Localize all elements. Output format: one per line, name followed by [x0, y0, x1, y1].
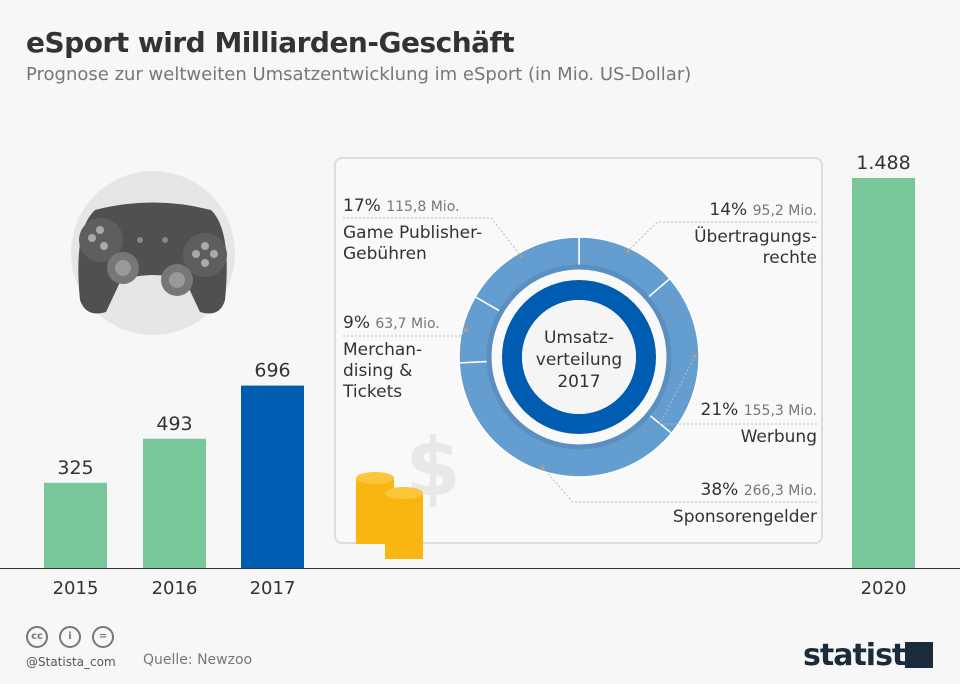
slice-name: Game Publisher-	[343, 223, 483, 243]
donut-center-label: Umsatz-	[544, 328, 614, 348]
slice-value: 266,3 Mio.	[743, 483, 817, 499]
bar-value-label: 325	[57, 457, 93, 479]
donut-inner-shadow	[486, 264, 672, 450]
x-tick-label: 2016	[152, 578, 198, 599]
slice-value: 63,7 Mio.	[375, 316, 440, 332]
slice-label: 38% 266,3 Mio. Sponsorengelder	[673, 480, 817, 528]
slice-percent: 38%	[700, 480, 744, 500]
bar-2015	[44, 482, 107, 568]
slice-value: 115,8 Mio.	[386, 199, 460, 215]
gamepad-icon	[71, 171, 235, 335]
leader-line	[343, 329, 467, 337]
x-tick-label: 2015	[53, 578, 99, 599]
footer-source: Quelle: Newzoo	[143, 652, 253, 668]
bar-value-label: 1.488	[856, 152, 910, 174]
footer-handle[interactable]: @Statista_com	[26, 655, 116, 669]
bar-value-label: 696	[254, 360, 290, 382]
slice-name: Tickets	[343, 382, 403, 402]
donut-center-label: 2017	[557, 372, 600, 392]
leader-line	[626, 221, 817, 252]
slice-name: dising &	[343, 361, 413, 381]
x-tick-label: 2017	[250, 578, 296, 599]
slice-percent: 17%	[343, 196, 387, 216]
bar-2017	[241, 385, 304, 568]
slice-name: Sponsorengelder	[672, 507, 817, 527]
chart-subtitle: Prognose zur weltweiten Umsatzentwicklun…	[26, 64, 692, 85]
slice-name: Merchan-	[343, 340, 423, 360]
slice-value: 95,2 Mio.	[752, 203, 817, 219]
slice-value: 155,3 Mio.	[743, 403, 817, 419]
donut-center-label: verteilung	[536, 350, 622, 370]
inner-ring	[502, 280, 656, 434]
chart-title: eSport wird Milliarden-Geschäft	[26, 26, 515, 59]
slice-label: 17% 115,8 Mio. Game Publisher- Gebühren	[343, 196, 482, 265]
slice-name: rechte	[762, 248, 817, 268]
slice-name: Gebühren	[343, 244, 427, 264]
statista-logo-mark	[905, 642, 933, 668]
slice-label: 21% 155,3 Mio. Werbung	[701, 400, 817, 448]
leader-line	[659, 355, 817, 425]
bar-2020	[852, 178, 915, 568]
bar-value-label: 493	[156, 413, 192, 435]
coins-icon	[356, 472, 423, 559]
slice-name: Übertragungs-	[694, 227, 817, 247]
slice-percent: 14%	[709, 200, 753, 220]
slice-name: Werbung	[740, 427, 817, 447]
cc-nd-icon: =	[92, 626, 114, 648]
leader-line	[542, 466, 817, 503]
slice-label: 9% 63,7 Mio. Merchan-dising & Tickets	[343, 313, 440, 403]
cc-icon: cc	[26, 626, 48, 648]
slice-label: 14% 95,2 Mio. Übertragungs-rechte	[694, 200, 817, 269]
x-tick-label: 2020	[861, 578, 907, 599]
cc-by-icon: i	[59, 626, 81, 648]
donut-center	[522, 300, 636, 414]
slice-percent: 21%	[700, 400, 744, 420]
bar-2016	[143, 438, 206, 568]
slice-percent: 9%	[343, 313, 376, 333]
leader-line	[343, 217, 522, 257]
